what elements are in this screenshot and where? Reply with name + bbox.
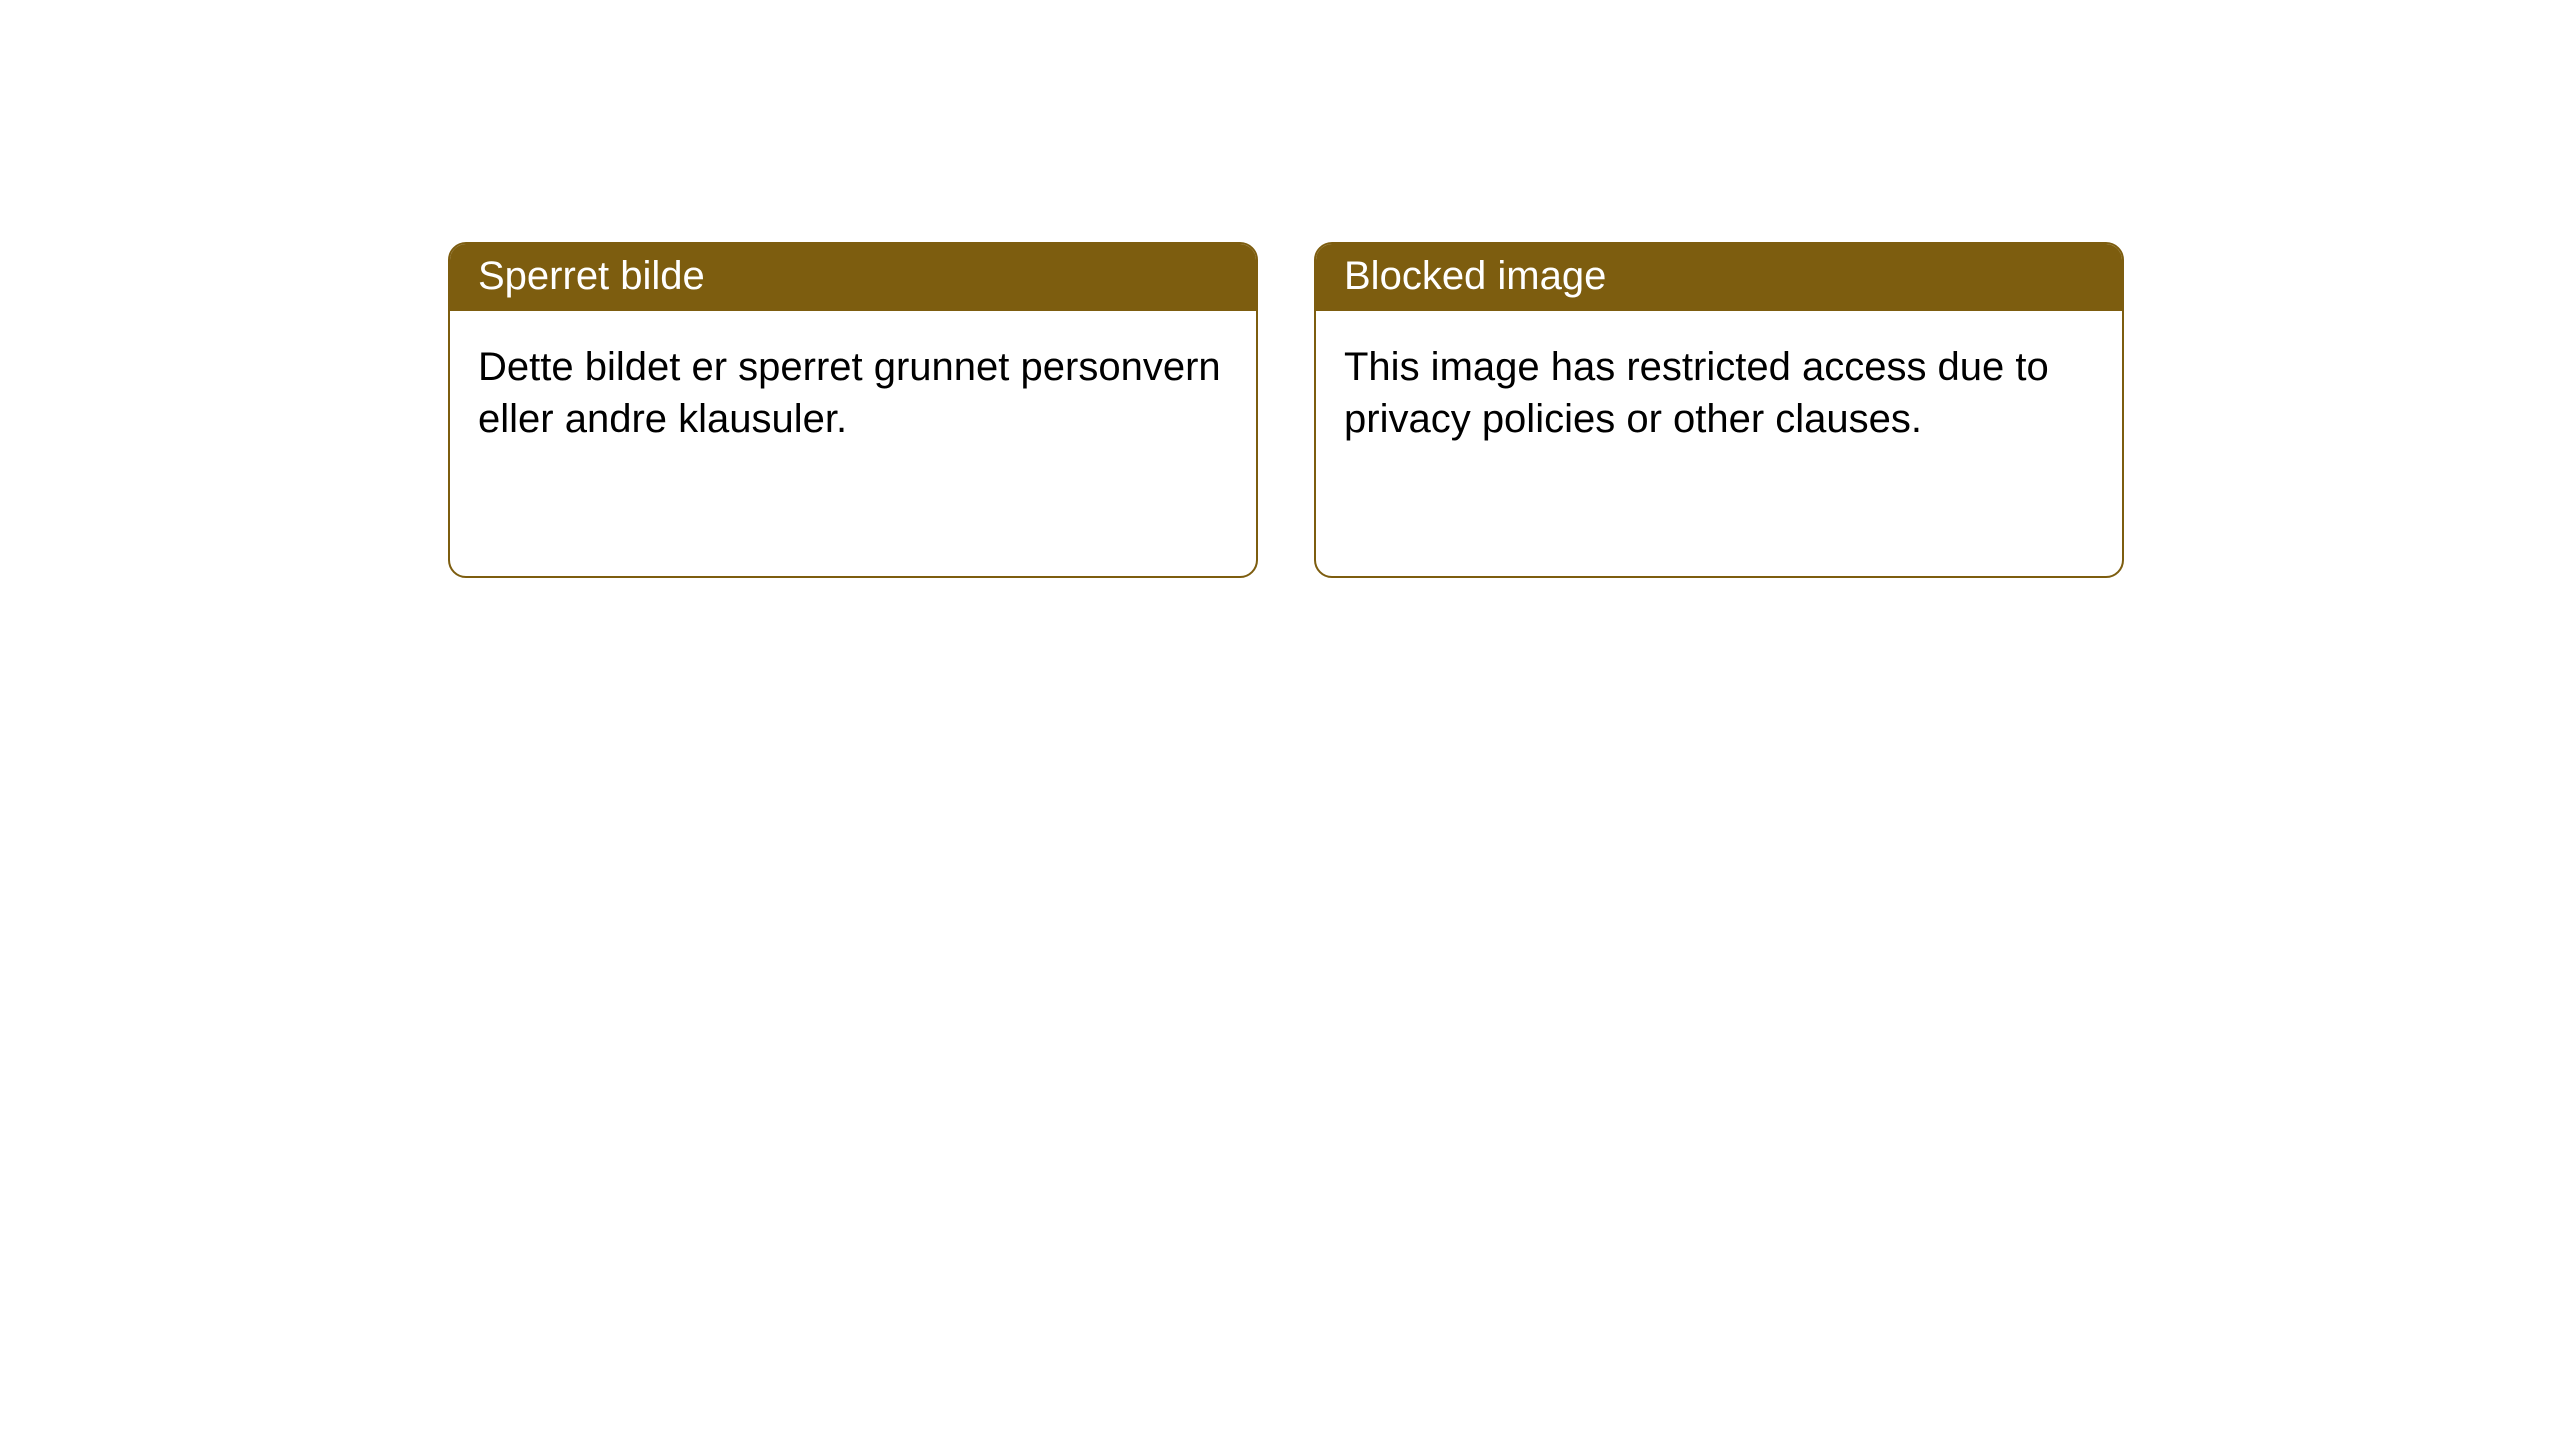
- notice-card-body: Dette bildet er sperret grunnet personve…: [450, 311, 1256, 475]
- notice-card-body: This image has restricted access due to …: [1316, 311, 2122, 475]
- notice-card-title: Sperret bilde: [450, 244, 1256, 311]
- notice-cards-container: Sperret bilde Dette bildet er sperret gr…: [0, 0, 2560, 578]
- notice-card-english: Blocked image This image has restricted …: [1314, 242, 2124, 578]
- notice-card-title: Blocked image: [1316, 244, 2122, 311]
- notice-card-norwegian: Sperret bilde Dette bildet er sperret gr…: [448, 242, 1258, 578]
